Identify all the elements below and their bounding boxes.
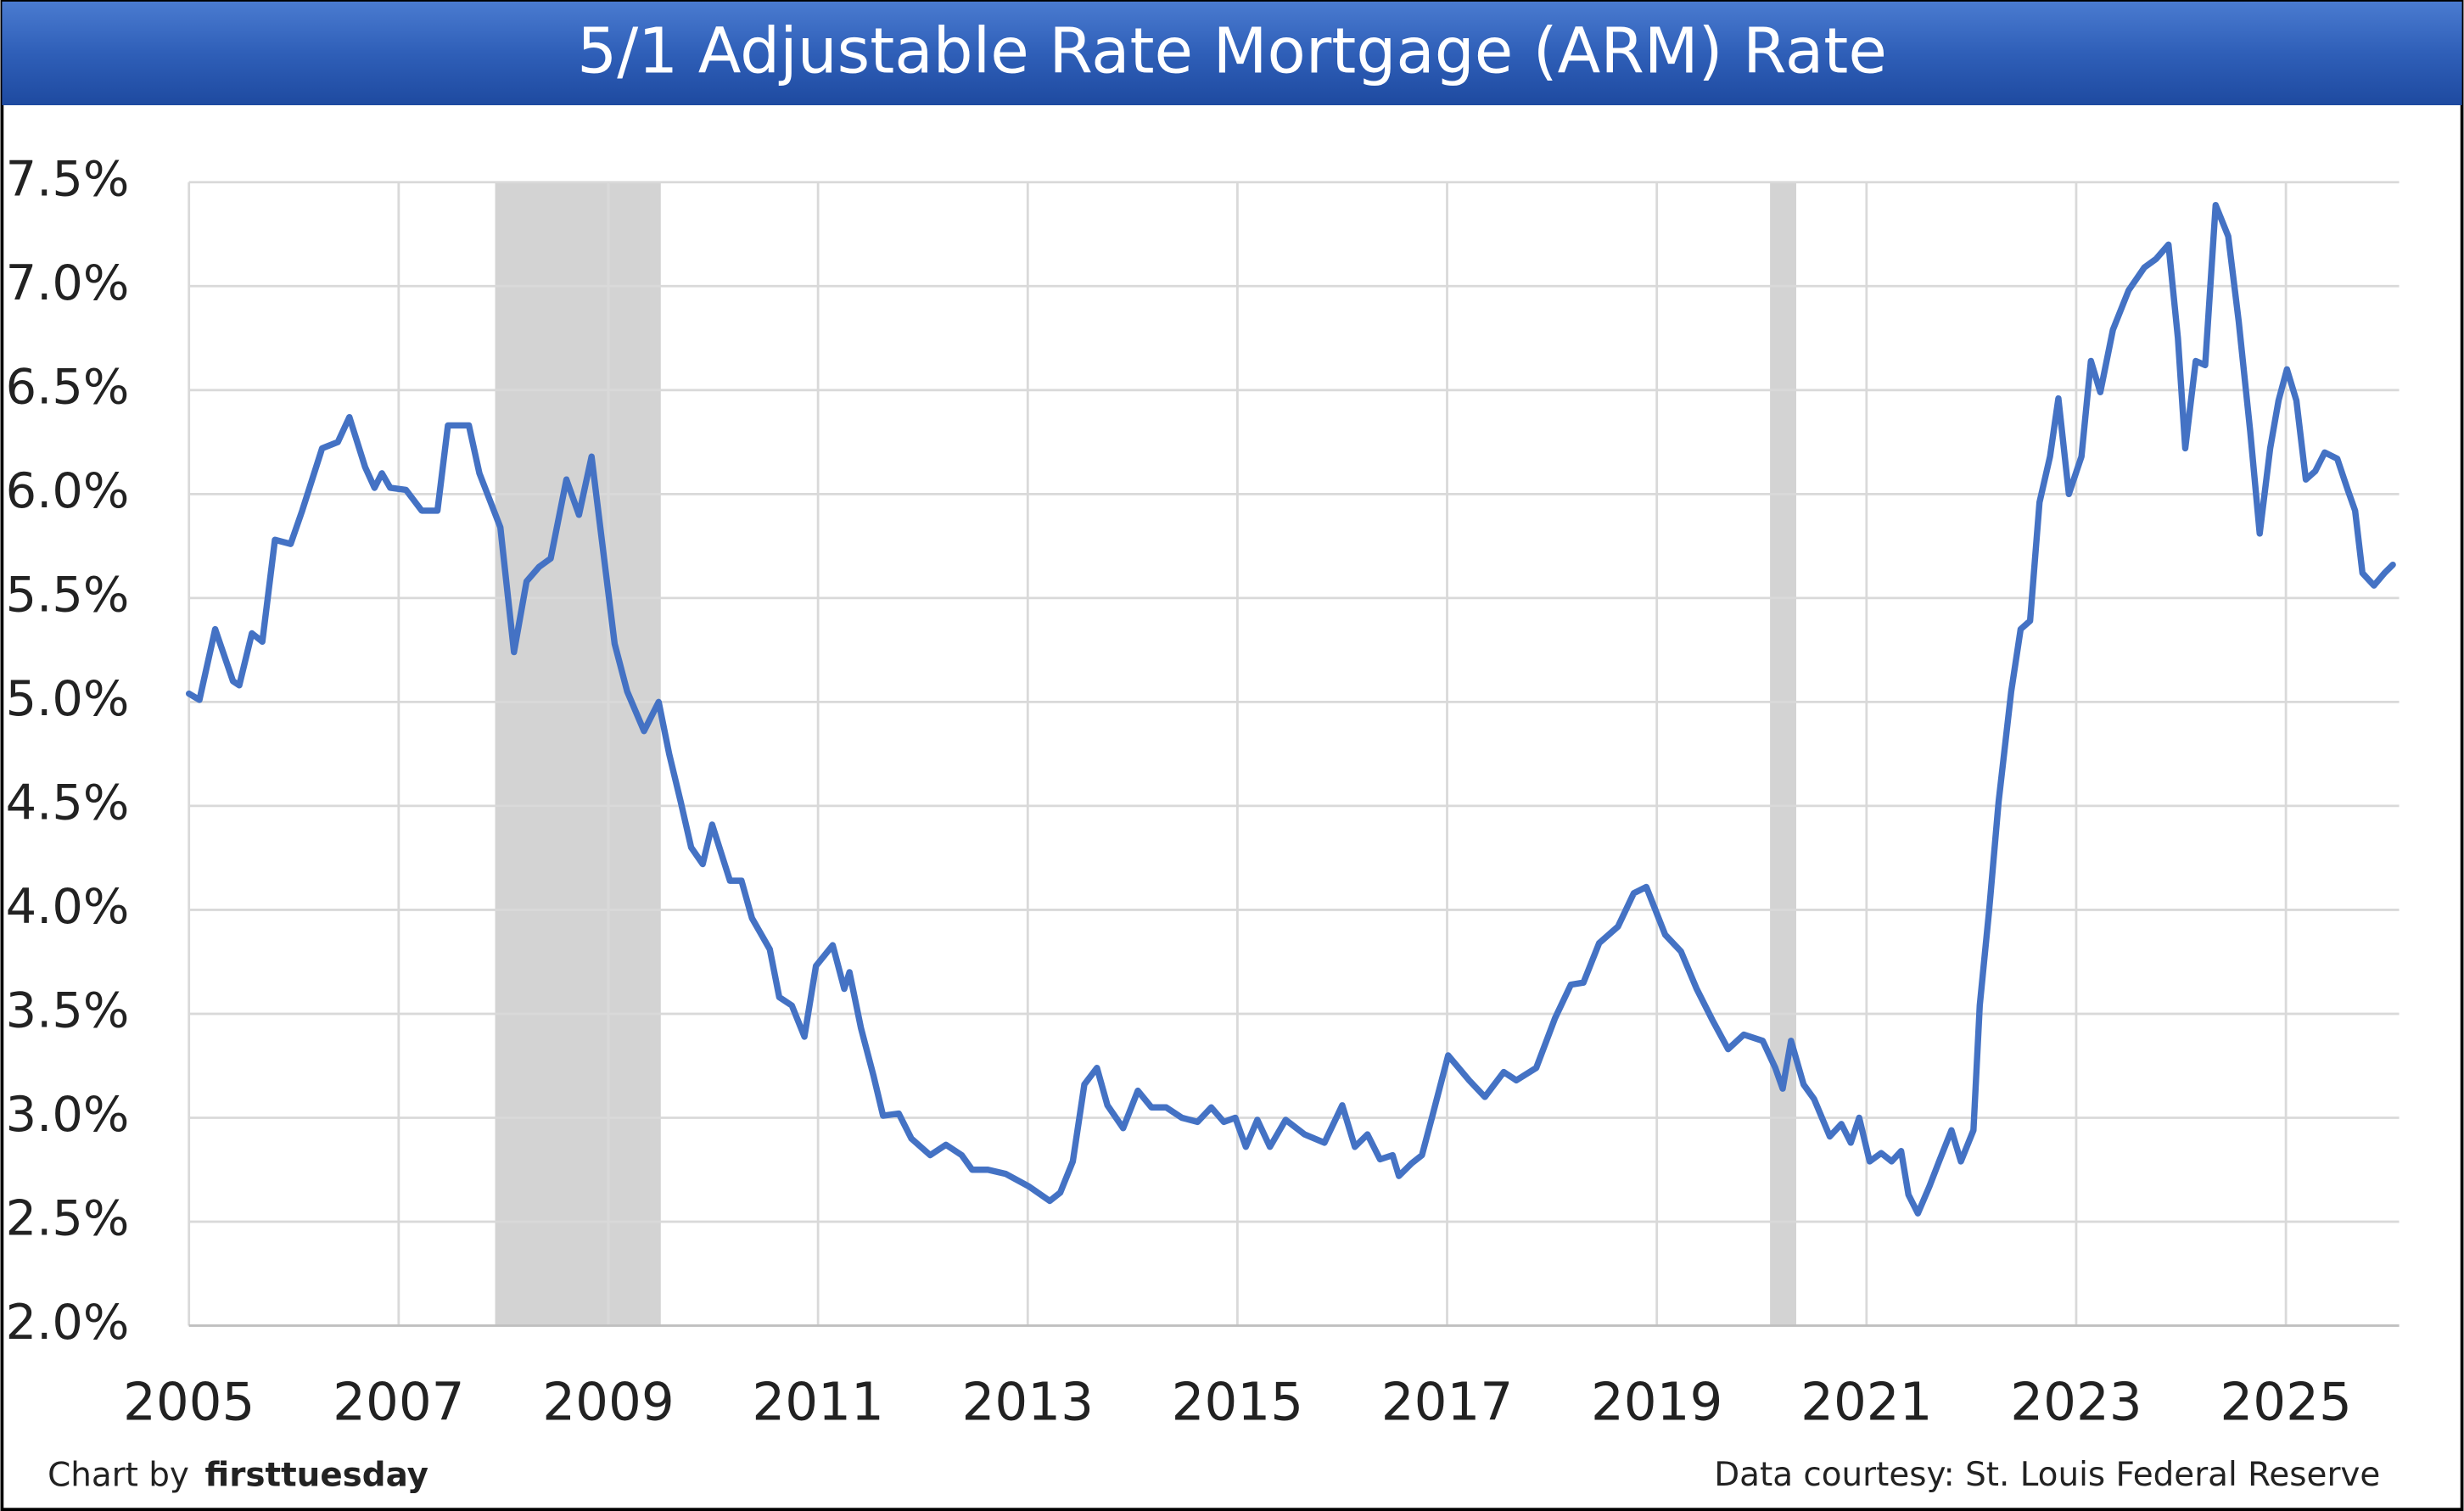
y-tick-label: 4.0% xyxy=(6,878,130,935)
x-tick-label: 2017 xyxy=(1381,1373,1513,1433)
recession-band xyxy=(1770,182,1797,1326)
x-tick-label: 2021 xyxy=(1800,1373,1932,1433)
y-tick-label: 6.5% xyxy=(6,358,130,415)
title-bar xyxy=(2,1,2462,106)
y-tick-label: 7.0% xyxy=(6,255,130,311)
x-tick-label: 2015 xyxy=(1172,1373,1303,1433)
y-tick-label: 2.0% xyxy=(6,1294,130,1351)
credit: Chart by firsttuesday xyxy=(48,1456,428,1494)
x-tick-label: 2023 xyxy=(2010,1373,2142,1433)
x-tick-label: 2007 xyxy=(333,1373,464,1433)
y-tick-label: 2.5% xyxy=(6,1190,130,1247)
data-line xyxy=(186,202,2396,1217)
credit-prefix: Chart by xyxy=(48,1456,189,1494)
plot-area: 2.0% 2.5% 3.0% 3.5% 4.0% 4.5% 5.0% 5.5% 6.0% 6.5%… xyxy=(6,150,2400,1433)
y-tick-label: 7.5% xyxy=(6,150,130,207)
y-tick-label: 3.0% xyxy=(6,1086,130,1143)
x-tick-label: 2005 xyxy=(123,1373,255,1433)
x-tick-label: 2013 xyxy=(962,1373,1094,1433)
x-tick-label: 2025 xyxy=(2220,1373,2351,1433)
x-tick-label: 2009 xyxy=(542,1373,674,1433)
x-tick-label: 2011 xyxy=(752,1373,883,1433)
y-tick-label: 5.0% xyxy=(6,670,130,727)
chart-title: 5/1 Adjustable Rate Mortgage (ARM) Rate xyxy=(577,14,1887,87)
y-tick-label: 3.5% xyxy=(6,982,130,1039)
source: Data courtesy: St. Louis Federal Reserve xyxy=(1714,1456,2380,1494)
y-tick-label: 6.0% xyxy=(6,462,130,519)
recession-band xyxy=(495,182,661,1326)
y-tick-label: 4.5% xyxy=(6,775,130,831)
x-tick-label: 2019 xyxy=(1591,1373,1722,1433)
credit-name: firsttuesday xyxy=(204,1456,428,1494)
y-tick-label: 5.5% xyxy=(6,566,130,623)
